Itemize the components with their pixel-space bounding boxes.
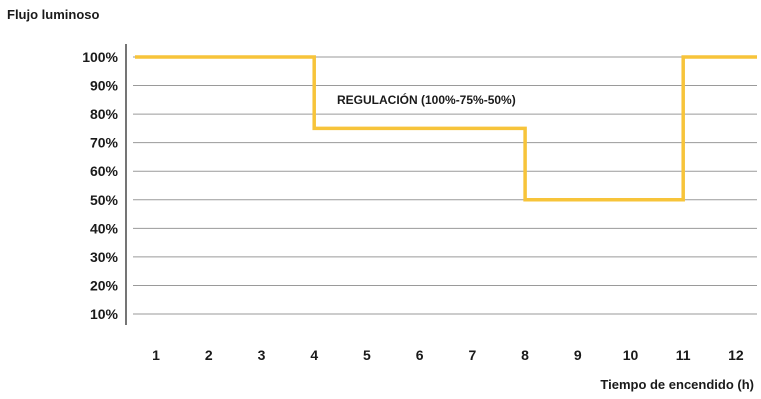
y-tick-label: 70% xyxy=(90,135,119,151)
y-tick-label: 40% xyxy=(90,220,119,236)
x-tick-labels: 1 2 3 4 5 6 7 8 9 10 11 12 xyxy=(152,347,744,363)
y-tick-label: 30% xyxy=(90,249,119,265)
y-tick-label: 10% xyxy=(90,306,119,322)
gridlines xyxy=(133,56,757,315)
x-tick-label: 2 xyxy=(205,347,213,363)
y-axis-title: Flujo luminoso xyxy=(7,7,99,22)
y-tick-label: 50% xyxy=(90,192,119,208)
series-line xyxy=(135,55,757,202)
x-tick-label: 3 xyxy=(258,347,266,363)
x-tick-label: 1 xyxy=(152,347,160,363)
x-tick-label: 11 xyxy=(676,347,691,363)
y-tick-label: 80% xyxy=(90,106,119,122)
x-tick-label: 6 xyxy=(416,347,424,363)
x-tick-label: 7 xyxy=(468,347,476,363)
x-axis-title: Tiempo de encendido (h) xyxy=(600,377,754,392)
x-tick-label: 5 xyxy=(363,347,371,363)
y-tick-label: 90% xyxy=(90,78,119,94)
y-tick-label: 20% xyxy=(90,277,119,293)
x-tick-label: 4 xyxy=(310,347,318,363)
y-tick-labels: 100% 90% 80% 70% 60% 50% 40% 30% 20% 10% xyxy=(82,49,118,322)
x-tick-label: 12 xyxy=(728,347,744,363)
x-tick-label: 9 xyxy=(574,347,582,363)
y-tick-label: 60% xyxy=(90,163,119,179)
annotation-label: REGULACIÓN (100%-75%-50%) xyxy=(337,92,516,107)
y-tick-label: 100% xyxy=(82,49,118,65)
x-tick-label: 8 xyxy=(521,347,529,363)
x-tick-label: 10 xyxy=(623,347,639,363)
